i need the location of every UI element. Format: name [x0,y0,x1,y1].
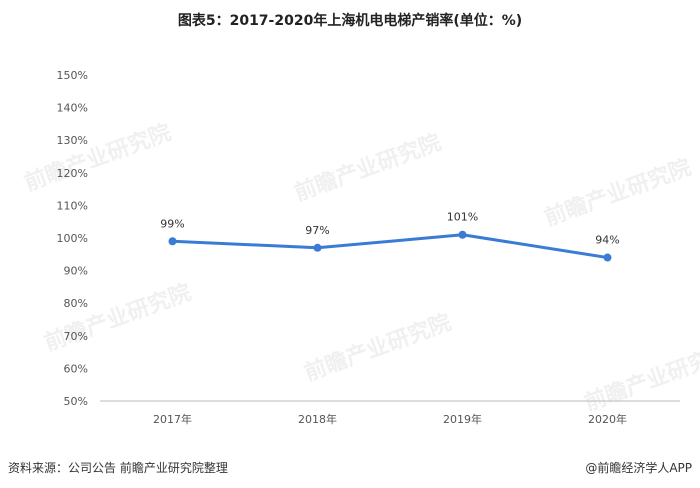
y-tick-label: 90% [64,265,88,278]
series-line [172,233,608,260]
y-tick-label: 100% [57,232,88,245]
y-tick-label: 50% [64,395,88,408]
source-note: 资料来源：公司公告 前瞻产业研究院整理 [8,461,228,475]
x-axis: 2017年 2018年 2019年 2020年 [153,412,627,426]
data-labels: 99% 97% 101% 94% [160,211,619,247]
data-point [168,237,177,246]
data-points [168,230,612,262]
y-tick-label: 110% [57,199,88,212]
x-tick-label: 2020年 [588,412,627,426]
data-label: 101% [447,211,478,224]
y-tick-label: 70% [64,330,88,343]
y-tick-label: 60% [64,362,88,375]
x-tick-label: 2018年 [298,412,337,426]
data-point [313,243,322,252]
y-tick-label: 140% [57,102,88,115]
y-tick-label: 150% [57,69,88,82]
data-point [603,253,612,262]
data-point [458,230,467,239]
data-label: 94% [595,234,619,247]
brand-note: @前瞻经济学人APP [585,461,692,475]
y-axis: 50% 60% 70% 80% 90% 100% 110% 120% 130% 140% 150% [57,69,88,408]
y-tick-label: 80% [64,297,88,310]
data-label: 97% [305,224,329,237]
data-label: 99% [160,217,184,230]
x-tick-label: 2017年 [153,412,192,426]
x-tick-label: 2019年 [443,412,482,426]
y-tick-label: 120% [57,167,88,180]
y-tick-label: 130% [57,134,88,147]
chart-title: 图表5：2017-2020年上海机电电梯产销率(单位：%) [177,13,523,29]
